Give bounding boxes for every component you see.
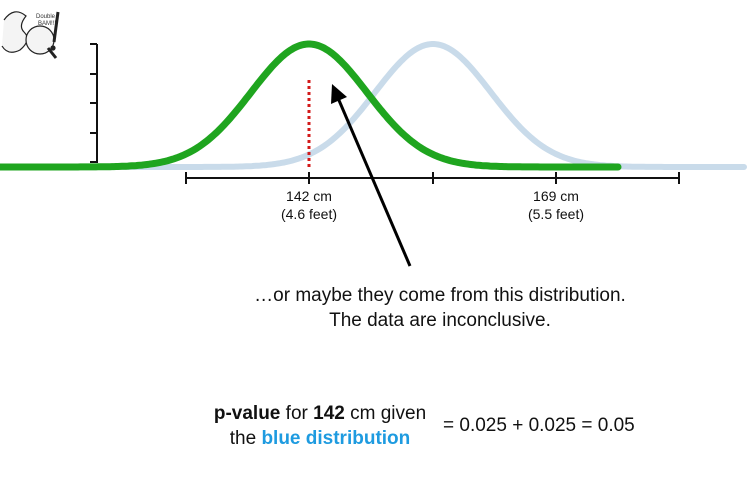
statquest-logo: Double BAM!!! [0, 0, 70, 72]
pvalue-term: p-value [213, 403, 281, 424]
caption-line-1: …or maybe they come from this distributi… [254, 285, 626, 306]
pvalue-value-142: 142 [313, 403, 345, 424]
svg-text:Double: Double [36, 14, 56, 20]
x-axis [185, 172, 680, 184]
blue-distribution-curve [97, 41, 747, 170]
pvalue-description: p-value for 142 cm given the blue distri… [185, 401, 455, 451]
svg-text:BAM!!!: BAM!!! [38, 21, 56, 27]
tick-label-142-cm: 142 cm [286, 188, 332, 204]
pointer-arrow [331, 84, 412, 267]
pvalue-text-for: for [280, 403, 314, 424]
tick-label-169-feet: (5.5 feet) [528, 206, 584, 222]
tick-label-142-feet: (4.6 feet) [281, 206, 337, 222]
y-axis [90, 43, 98, 163]
green-distribution-curve [0, 40, 622, 171]
caption-line-2: The data are inconclusive. [329, 310, 551, 331]
pvalue-text-cm-given: cm given [344, 403, 427, 424]
pvalue-text-the: the [229, 428, 262, 449]
caption: …or maybe they come from this distributi… [130, 283, 748, 333]
pvalue-blue-distribution: blue distribution [261, 428, 411, 449]
tick-label-169-cm: 169 cm [533, 188, 579, 204]
pvalue-equation: = 0.025 + 0.025 = 0.05 [443, 415, 635, 436]
